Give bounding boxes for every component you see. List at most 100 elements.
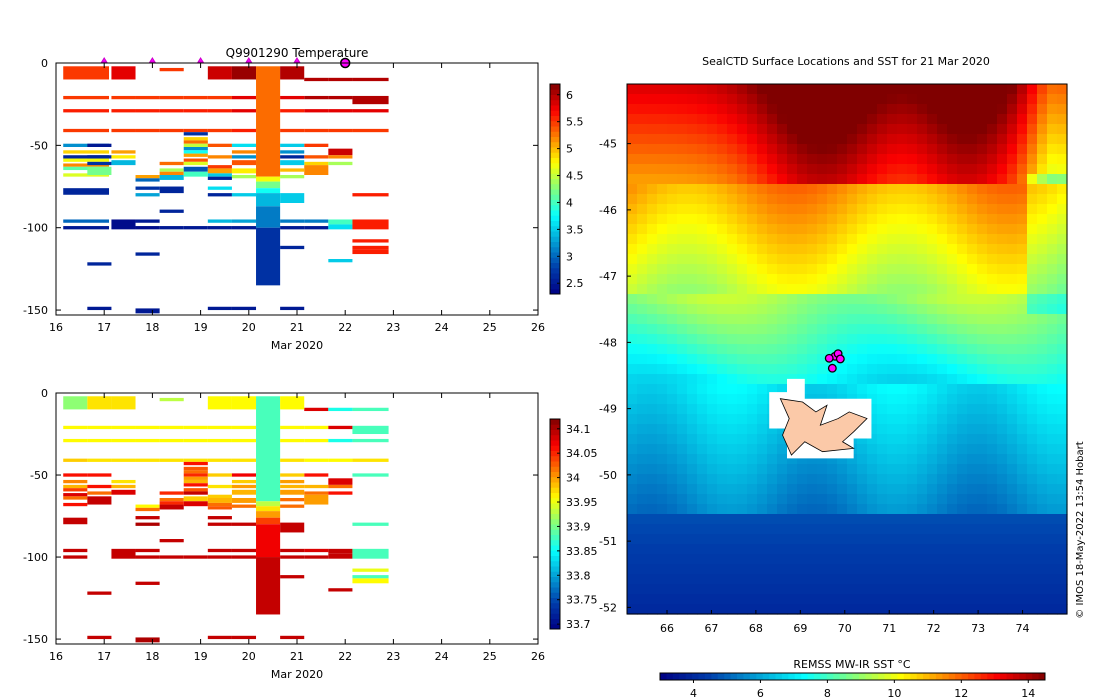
sst-cell-49-20 xyxy=(827,574,838,585)
sst-cell-32-2 xyxy=(647,404,658,415)
sst-cell-41-41 xyxy=(1037,494,1048,505)
sst-cell-5-41 xyxy=(1037,134,1048,145)
sst-cell-32-40 xyxy=(1027,404,1038,415)
sal-cell-10-4 xyxy=(352,473,389,477)
sst-cell-23-24 xyxy=(867,314,878,325)
sst-cell-24-3 xyxy=(657,324,668,335)
sst-cell-4-4 xyxy=(667,124,678,135)
sst-cell-33-2 xyxy=(647,414,658,425)
sst-cell-37-8 xyxy=(707,454,718,465)
sst-cell-9-18 xyxy=(807,174,818,185)
sst-cell-23-37 xyxy=(997,314,1008,325)
sst-cell-3-30 xyxy=(927,114,938,125)
temp-colorbar-cell-11 xyxy=(550,231,560,237)
sst-cell-27-6 xyxy=(687,354,698,365)
sst-cell-39-42 xyxy=(1047,474,1058,485)
sst-cell-38-34 xyxy=(967,464,978,475)
temp-colorbar-cell-36 xyxy=(550,99,560,106)
sst-cell-48-37 xyxy=(997,564,1008,575)
sst-cell-44-6 xyxy=(687,524,698,535)
sst-cell-1-25 xyxy=(877,94,888,105)
sst-cell-15-5 xyxy=(677,234,688,245)
sst-cell-37-33 xyxy=(957,454,968,465)
sst-cell-43-19 xyxy=(817,514,828,525)
sst-cell-44-18 xyxy=(807,524,818,535)
sst-cell-37-11 xyxy=(737,454,748,465)
sst-cell-4-12 xyxy=(747,124,758,135)
sst-cell-39-12 xyxy=(747,474,758,485)
sst-cell-22-39 xyxy=(1017,304,1028,315)
sst-cell-4-19 xyxy=(817,124,828,135)
sst-cell-49-12 xyxy=(747,574,758,585)
sst-cell-1-32 xyxy=(947,94,958,105)
sst-cell-20-38 xyxy=(1007,284,1018,295)
sst-cell-12-17 xyxy=(797,204,808,215)
sst-cell-31-32 xyxy=(947,394,958,405)
sst-cell-48-13 xyxy=(757,564,768,575)
sst-cell-5-43 xyxy=(1057,134,1068,145)
temp-colorbar-cell-12 xyxy=(550,225,560,232)
sst-cell-41-13 xyxy=(757,494,768,505)
sst-cell-35-33 xyxy=(957,434,968,445)
sst-cell-45-16 xyxy=(787,534,798,545)
sst-cell-43-37 xyxy=(997,514,1008,525)
temp-cell-9-4 xyxy=(328,148,353,156)
sst-cell-38-24 xyxy=(867,464,878,475)
sst-cell-11-11 xyxy=(737,194,748,205)
sal-cell-5-11 xyxy=(183,491,208,495)
sst-cell-10-34 xyxy=(967,184,978,195)
sst-cell-30-29 xyxy=(917,384,928,395)
sst-cell-2-24 xyxy=(867,104,878,115)
temp-cell-8-3 xyxy=(304,128,329,133)
sal-colorbar-cell-2 xyxy=(550,613,560,619)
sst-cell-36-13 xyxy=(757,444,768,455)
map-colorbar-cell-51 xyxy=(987,673,995,680)
sst-cell-17-17 xyxy=(797,254,808,265)
sst-cell-7-15 xyxy=(777,154,788,165)
sst-cell-1-30 xyxy=(927,94,938,105)
sst-cell-27-17 xyxy=(797,354,808,365)
sal-cell-10-3 xyxy=(352,458,389,462)
sst-cell-18-18 xyxy=(807,264,818,275)
sst-cell-33-27 xyxy=(897,414,908,425)
sal-cell-3-4 xyxy=(135,507,160,512)
sst-cell-7-31 xyxy=(937,154,948,165)
sst-cell-7-16 xyxy=(787,154,798,165)
sst-cell-20-40 xyxy=(1027,284,1038,295)
sst-cell-12-11 xyxy=(737,204,748,215)
sal-cell-4-8 xyxy=(159,539,184,543)
sst-cell-3-1 xyxy=(637,114,648,125)
sst-cell-14-0 xyxy=(627,224,638,235)
sst-cell-41-21 xyxy=(837,494,848,505)
sst-cell-4-3 xyxy=(657,124,668,135)
temp-cell-9-7 xyxy=(328,219,353,225)
sst-cell-41-24 xyxy=(867,494,878,505)
sst-cell-4-32 xyxy=(947,124,958,135)
sst-cell-1-11 xyxy=(737,94,748,105)
sst-cell-22-38 xyxy=(1007,304,1018,315)
sal-cell-7-7 xyxy=(231,489,257,495)
map-colorbar-cell-36 xyxy=(891,673,898,680)
sst-cell-18-15 xyxy=(777,264,788,275)
sst-cell-35-4 xyxy=(667,434,678,445)
sst-cell-3-29 xyxy=(917,114,928,125)
sst-cell-3-43 xyxy=(1057,114,1068,125)
sst-cell-20-6 xyxy=(687,284,698,295)
sst-cell-21-14 xyxy=(767,294,778,305)
sst-cell-40-10 xyxy=(727,484,738,495)
sst-cell-0-34 xyxy=(967,84,978,95)
sst-cell-52-40 xyxy=(1027,604,1038,615)
sst-cell-25-30 xyxy=(927,334,938,345)
sst-cell-38-20 xyxy=(827,464,838,475)
sst-cell-3-4 xyxy=(667,114,678,125)
sst-cell-29-3 xyxy=(657,374,668,385)
temp-cell-10-0 xyxy=(352,77,389,82)
sst-cell-6-32 xyxy=(947,144,958,155)
sst-cell-37-0 xyxy=(627,454,638,465)
sst-cell-22-28 xyxy=(907,304,918,315)
sst-cell-6-14 xyxy=(767,144,778,155)
sst-cell-23-35 xyxy=(977,314,988,325)
sst-cell-23-41 xyxy=(1037,314,1048,325)
sst-cell-36-42 xyxy=(1047,444,1058,455)
sst-cell-26-13 xyxy=(757,344,768,355)
